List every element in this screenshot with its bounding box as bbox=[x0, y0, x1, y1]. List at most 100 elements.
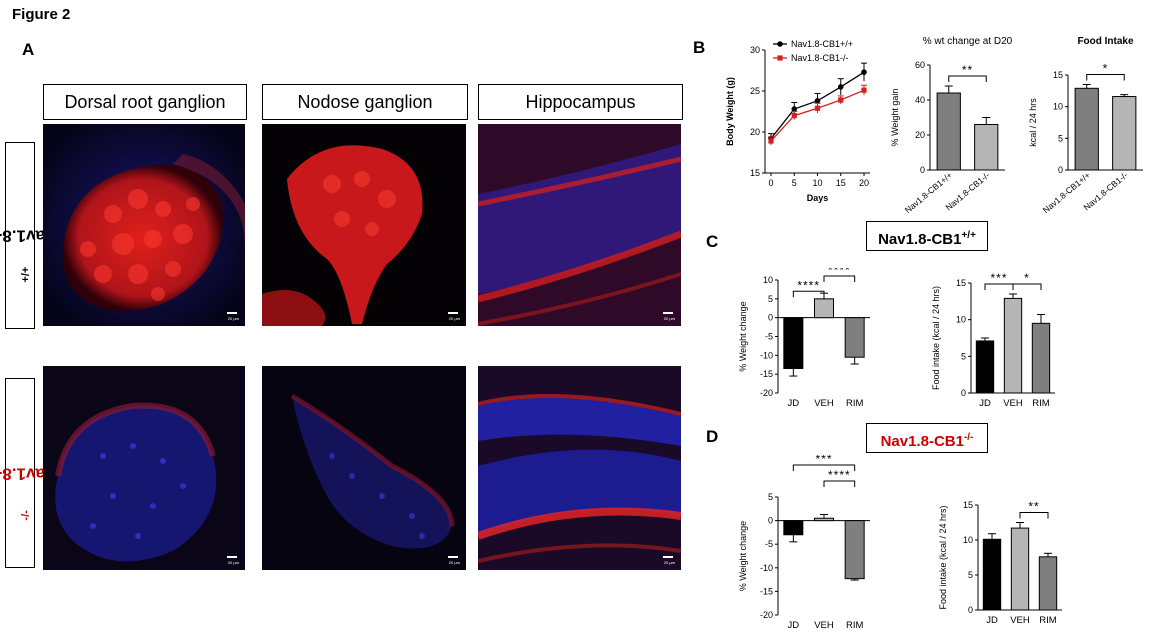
scale-bar bbox=[663, 312, 673, 314]
bar-2 bbox=[844, 520, 865, 580]
bar-0 bbox=[975, 340, 995, 394]
chart-title: Food Intake bbox=[1077, 36, 1134, 47]
significance-bracket bbox=[1012, 283, 1042, 290]
bar-1 bbox=[974, 124, 999, 171]
y-tick-label: -20 bbox=[760, 388, 773, 398]
y-tick-label: 10 bbox=[763, 275, 773, 285]
x-tick-label: VEH bbox=[814, 620, 834, 631]
y-tick-label: -20 bbox=[760, 610, 773, 620]
x-tick-label: RIM bbox=[1032, 398, 1050, 409]
scale-bar bbox=[227, 312, 237, 314]
y-tick-label: -5 bbox=[765, 539, 773, 549]
scale-bar bbox=[663, 556, 673, 558]
bar-0 bbox=[783, 317, 804, 370]
x-tick-label: 15 bbox=[836, 178, 846, 188]
scale-bar bbox=[227, 556, 237, 558]
column-header-hippocampus: Hippocampus bbox=[478, 84, 683, 120]
bar-2 bbox=[1031, 322, 1051, 394]
significance-bracket bbox=[823, 480, 856, 487]
y-tick-label: 5 bbox=[968, 570, 973, 580]
x-axis-label: Days bbox=[807, 193, 829, 203]
y-tick-label: 5 bbox=[768, 294, 773, 304]
significance-label: *** bbox=[990, 271, 1007, 285]
x-tick-label: RIM bbox=[1039, 615, 1057, 625]
scale-bar bbox=[448, 312, 458, 314]
scale-bar-label: 20 µm bbox=[448, 316, 460, 321]
x-tick-label: VEH bbox=[814, 398, 834, 409]
genotype-d-text: Nav1.8-CB1 bbox=[880, 433, 964, 450]
y-tick-label: 20 bbox=[915, 130, 925, 140]
bar-1 bbox=[1112, 96, 1137, 171]
data-point bbox=[791, 106, 798, 112]
significance-label: ** bbox=[962, 63, 973, 77]
row-header-wildtype: Nav1.8-CB1+/+ bbox=[0, 142, 57, 329]
significance-label: **** bbox=[828, 268, 851, 277]
micrograph-drg-wt: 20 µm bbox=[43, 124, 245, 326]
scale-bar-label: 20 µm bbox=[663, 560, 675, 565]
data-point bbox=[791, 113, 797, 119]
y-tick-label: -10 bbox=[760, 350, 773, 360]
genotype-label-d: Nav1.8-CB1-/- bbox=[866, 423, 988, 453]
x-tick-label: JD bbox=[788, 398, 800, 409]
bar-1 bbox=[1003, 297, 1023, 394]
data-point bbox=[768, 138, 774, 144]
y-tick-label: 0 bbox=[968, 605, 973, 615]
panel-label-d: D bbox=[706, 427, 719, 446]
bar-0 bbox=[1074, 87, 1099, 171]
y-tick-label: -5 bbox=[765, 332, 773, 342]
x-tick-label: 0 bbox=[768, 178, 773, 188]
data-point bbox=[861, 69, 867, 75]
x-tick-label: JD bbox=[986, 615, 998, 625]
micrograph-nodose-wt: 20 µm bbox=[262, 124, 466, 326]
y-tick-label: 0 bbox=[1058, 165, 1063, 175]
y-tick-label: 5 bbox=[1058, 133, 1063, 143]
significance-label: *** bbox=[815, 455, 832, 466]
significance-bracket bbox=[792, 290, 825, 298]
y-tick-label: 60 bbox=[915, 60, 925, 70]
y-tick-label: 0 bbox=[768, 313, 773, 323]
micrograph-nodose-ko: 20 µm bbox=[262, 366, 466, 570]
significance-bracket bbox=[792, 464, 856, 471]
bar-1 bbox=[813, 517, 835, 522]
significance-label: **** bbox=[828, 468, 851, 482]
y-axis-label: Food intake (kcal / 24 hrs) bbox=[931, 286, 941, 390]
figure-title: Figure 2 bbox=[12, 6, 71, 23]
genotype-label-c: Nav1.8-CB1+/+ bbox=[866, 221, 988, 251]
row-header-knockout: Nav1.8-CB1-/- bbox=[0, 378, 57, 568]
x-tick-label: RIM bbox=[846, 620, 864, 631]
x-tick-label: JD bbox=[979, 398, 991, 409]
y-axis-label: % Weight change bbox=[738, 521, 748, 591]
bar-0 bbox=[936, 92, 961, 171]
column-header-drg: Dorsal root ganglion bbox=[43, 84, 247, 120]
scale-bar-label: 20 µm bbox=[448, 560, 460, 565]
y-axis-label: kcal / 24 hrs bbox=[1028, 98, 1038, 147]
significance-label: ** bbox=[1028, 500, 1039, 514]
y-tick-label: 20 bbox=[750, 127, 760, 137]
y-tick-label: 5 bbox=[961, 351, 966, 361]
data-point bbox=[837, 84, 844, 90]
micrograph-drg-ko: 20 µm bbox=[43, 366, 245, 570]
bar-1 bbox=[1010, 527, 1030, 611]
scale-bar-label: 20 µm bbox=[227, 560, 239, 565]
y-axis-label: Body Weight (g) bbox=[725, 77, 735, 146]
y-tick-label: -15 bbox=[760, 369, 773, 379]
micrograph-hippocampus-wt: 20 µm bbox=[478, 124, 681, 326]
legend-marker bbox=[777, 55, 783, 61]
x-tick-label: 20 bbox=[859, 178, 869, 188]
chart-c-food-intake: 0 5 10 15 Food intake (kcal / 24 hrs) JD VEH RI… bbox=[931, 271, 1055, 409]
panel-label-c: C bbox=[706, 232, 719, 251]
y-tick-label: 15 bbox=[1053, 70, 1063, 80]
y-tick-label: 10 bbox=[1053, 102, 1063, 112]
y-tick-label: -10 bbox=[760, 563, 773, 573]
y-tick-label: 0 bbox=[920, 165, 925, 175]
significance-label: * bbox=[1103, 62, 1109, 76]
data-point bbox=[838, 97, 844, 103]
bar-0 bbox=[783, 520, 804, 536]
legend-label: Nav1.8-CB1-/- bbox=[791, 53, 849, 63]
y-tick-label: 15 bbox=[956, 278, 966, 288]
chart-body-weight: 15 20 25 30 Body Weight (g) 0 5 10 15 20 Days Nav1.… bbox=[725, 39, 870, 203]
y-axis-label: % Weight change bbox=[738, 301, 748, 371]
y-tick-label: 40 bbox=[915, 95, 925, 105]
y-tick-label: 30 bbox=[750, 45, 760, 55]
